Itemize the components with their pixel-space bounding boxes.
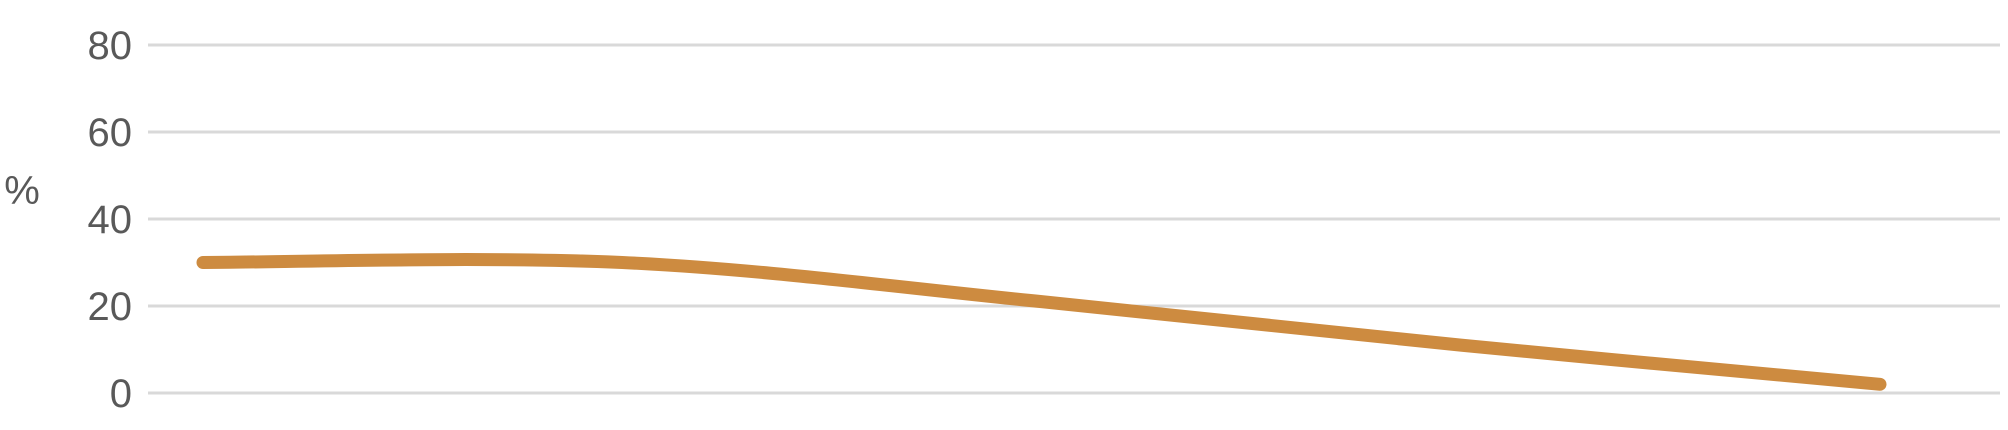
- series-line-0: [196, 253, 1887, 391]
- series-group: [196, 253, 1887, 391]
- y-tick-label: 0: [110, 372, 132, 416]
- y-tick-label: 20: [88, 285, 133, 329]
- y-tick-label: 80: [88, 24, 133, 68]
- y-axis-tick-labels: 0 20 40 60 80: [88, 24, 133, 416]
- y-axis-title: %: [4, 169, 40, 213]
- gridlines: [148, 43, 2000, 395]
- y-tick-label: 40: [88, 198, 133, 242]
- y-tick-label: 60: [88, 111, 133, 155]
